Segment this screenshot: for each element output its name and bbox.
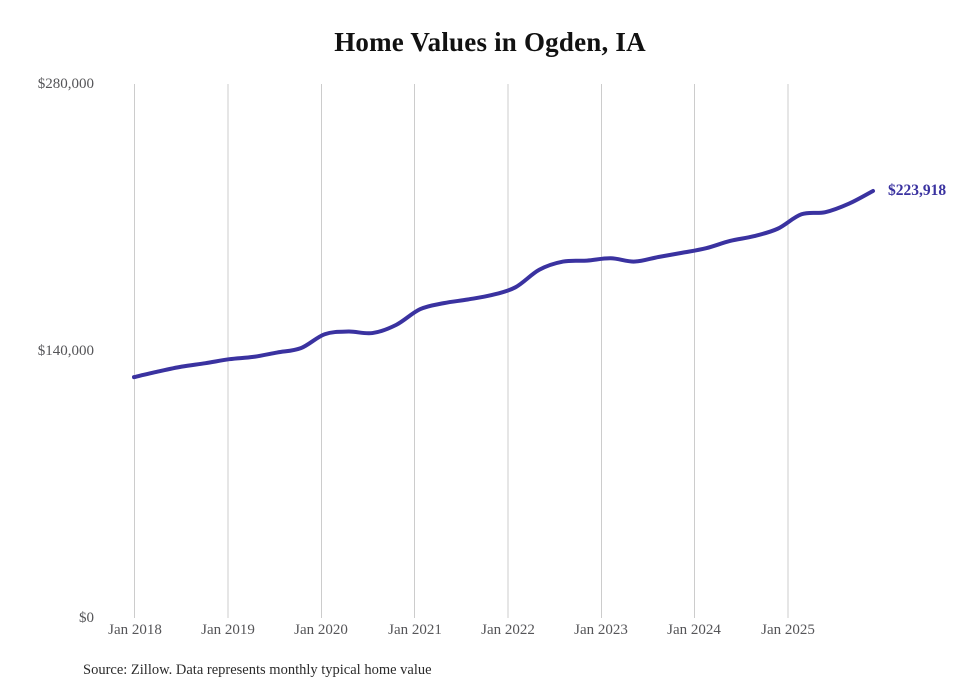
y-axis-tick-280000: $280,000 xyxy=(37,76,94,92)
y-axis-tick-0: $0 xyxy=(79,610,94,626)
x-axis-tick-jan-2022: Jan 2022 xyxy=(481,622,535,638)
x-axis-tick-jan-2019: Jan 2019 xyxy=(201,622,255,638)
x-axis-tick-jan-2021: Jan 2021 xyxy=(388,622,442,638)
x-axis-tick-jan-2020: Jan 2020 xyxy=(294,622,348,638)
source-note: Source: Zillow. Data represents monthly … xyxy=(83,662,432,678)
end-value-label: $223,918 xyxy=(888,181,947,199)
x-axis-tick-jan-2018: Jan 2018 xyxy=(108,622,162,638)
y-axis-tick-140000: $140,000 xyxy=(37,343,94,359)
gridlines xyxy=(134,84,789,618)
x-axis-tick-jan-2023: Jan 2023 xyxy=(574,622,628,638)
home-value-line xyxy=(132,188,875,380)
x-axis-tick-jan-2025: Jan 2025 xyxy=(761,622,815,638)
x-axis-tick-jan-2024: Jan 2024 xyxy=(667,622,721,638)
chart-title: Home Values in Ogden, IA xyxy=(334,27,646,57)
